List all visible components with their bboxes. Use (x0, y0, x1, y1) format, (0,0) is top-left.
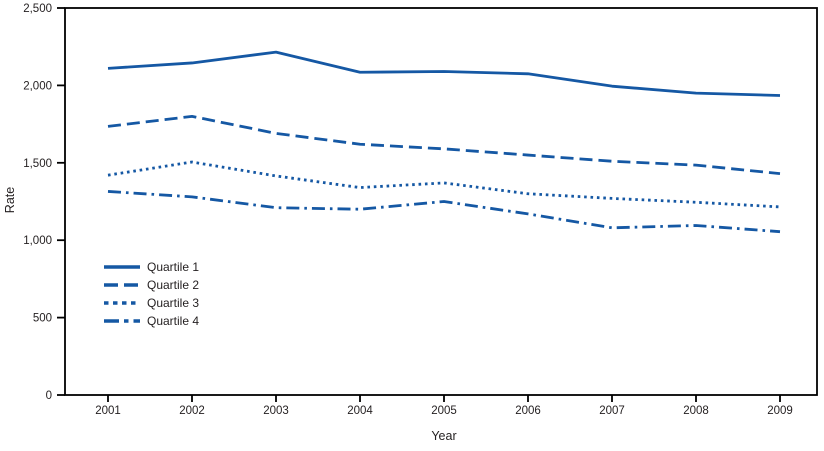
series-lines (107, 50, 781, 234)
legend-label: Quartile 1 (147, 260, 199, 274)
plot-area (64, 7, 818, 396)
series-line-quartile-4 (107, 190, 781, 234)
legend-label: Quartile 2 (147, 278, 199, 292)
legend-label: Quartile 3 (147, 296, 199, 310)
legend-item-quartile-4: Quartile 4 (104, 314, 199, 328)
x-tick-label: 2006 (515, 405, 541, 417)
legend-label: Quartile 4 (147, 314, 199, 328)
axes: 0 500 1,000 1,500 2,000 2,500 2001 2002 2003 2004… (23, 3, 793, 417)
legend-item-quartile-3: Quartile 3 (104, 296, 199, 310)
y-tick-label: 2,000 (23, 80, 52, 92)
y-axis-title: Rate (3, 187, 17, 213)
x-tick-label: 2005 (431, 405, 457, 417)
x-tick-label: 2004 (347, 405, 373, 417)
series-line-quartile-3 (107, 160, 781, 209)
series-line-quartile-2 (107, 114, 781, 176)
y-tick-label: 1,000 (23, 235, 52, 247)
plot-border (64, 7, 818, 396)
x-tick-label: 2001 (95, 405, 121, 417)
x-tick-label: 2009 (767, 405, 793, 417)
x-axis-title: Year (431, 429, 456, 443)
y-tick-label: 0 (46, 390, 52, 402)
x-tick-label: 2008 (683, 405, 709, 417)
y-tick-label: 2,500 (23, 3, 52, 15)
legend-item-quartile-2: Quartile 2 (104, 278, 199, 292)
x-tick-label: 2003 (263, 405, 289, 417)
x-tick-label: 2007 (599, 405, 625, 417)
y-tick-label: 1,500 (23, 158, 52, 170)
x-tick-label: 2002 (179, 405, 205, 417)
y-tick-label: 500 (33, 313, 52, 325)
legend: Quartile 1 Quartile 2 Quartile 3 Quartile 4 (104, 260, 199, 328)
legend-item-quartile-1: Quartile 1 (104, 260, 199, 274)
series-line-quartile-1 (107, 50, 781, 97)
